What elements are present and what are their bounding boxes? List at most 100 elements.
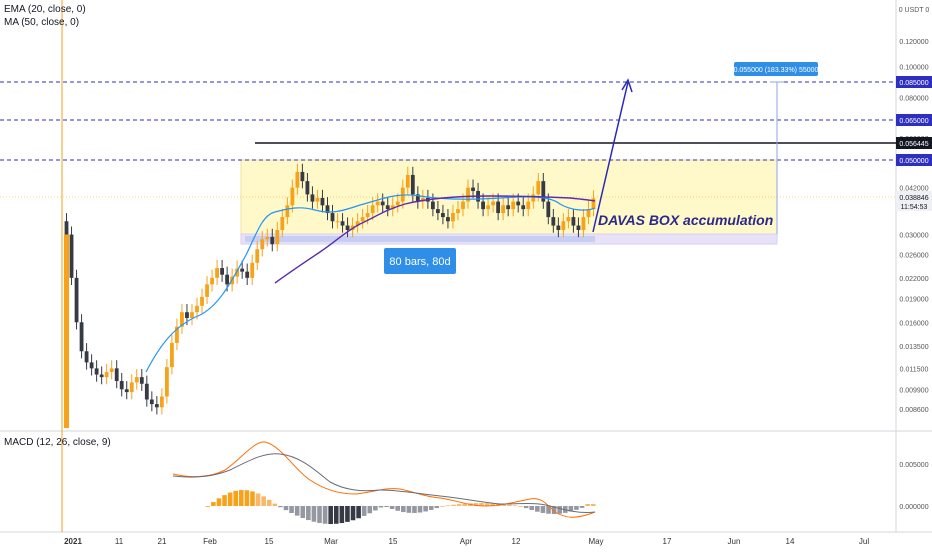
candle-body: [315, 197, 320, 202]
candle-body: [556, 225, 561, 230]
time-tick-label: 11: [115, 537, 124, 546]
candle-body: [571, 217, 576, 226]
price-tick-label: 0.026000: [899, 253, 928, 260]
price-tick-label: 0.080000: [899, 96, 928, 103]
macd-bar: [322, 506, 328, 524]
candle-body: [451, 213, 455, 222]
candle-body: [365, 213, 370, 218]
macd-line: [172, 441, 596, 518]
macd-bar: [205, 506, 211, 507]
macd-bar: [306, 506, 311, 521]
macd-bar: [423, 506, 428, 512]
candle-body: [506, 205, 511, 210]
time-tick-label: Apr: [460, 537, 473, 546]
candle-body: [74, 277, 79, 323]
price-tick-label: 0.120000: [899, 39, 928, 46]
candles: [64, 163, 596, 428]
candle-body: [134, 377, 139, 383]
candle-body: [235, 268, 240, 277]
candle-body: [270, 236, 275, 245]
candle-body: [486, 205, 491, 210]
macd-bar: [244, 490, 250, 506]
candle-body: [521, 205, 526, 210]
candle-body: [516, 201, 521, 206]
macd-bar: [283, 506, 289, 511]
candle-body: [375, 201, 380, 206]
macd-legend[interactable]: MACD (12, 26, close, 9): [4, 437, 111, 448]
duration-label: 80 bars, 80d: [389, 256, 450, 268]
candle-body: [250, 262, 255, 278]
candle-body: [275, 229, 280, 245]
box-label[interactable]: DAVAS BOX accumulation: [598, 212, 773, 228]
macd-bar: [300, 506, 306, 519]
candle-body: [195, 305, 199, 313]
macd-bar: [384, 506, 389, 508]
duration-label-bg[interactable]: [384, 248, 456, 274]
macd-bar: [222, 495, 227, 506]
macd-bar: [417, 506, 423, 513]
macd-bar: [294, 506, 300, 516]
candle-body: [360, 217, 365, 222]
macd-tick-label: 0.000000: [899, 504, 928, 511]
price-tick-label: 0.011500: [900, 366, 929, 373]
macd-bar: [507, 504, 512, 506]
candle-body: [355, 221, 360, 226]
macd-bar: [250, 491, 255, 506]
candle-body: [79, 322, 84, 352]
macd-bar: [239, 490, 244, 506]
candle-body: [260, 239, 265, 250]
candle-body: [144, 383, 149, 400]
macd-bar: [255, 493, 261, 506]
macd-bar: [462, 503, 468, 506]
candle-body: [220, 268, 225, 275]
price-axis-panel[interactable]: [896, 0, 932, 550]
macd-bar: [261, 496, 266, 506]
macd-bar: [289, 506, 294, 513]
macd-ticks: 0.005000 0.000000: [899, 462, 928, 511]
time-tick-label: Mar: [324, 537, 338, 546]
candle-body: [466, 187, 470, 202]
projection-arrow[interactable]: [592, 81, 629, 233]
macd-bar: [512, 505, 518, 507]
candle-body: [546, 201, 551, 218]
candle-body: [164, 367, 169, 397]
candle-body: [310, 194, 315, 202]
macd-bar: [501, 504, 507, 506]
projection-arrow-head: [621, 78, 633, 93]
candle-body: [175, 326, 179, 343]
macd-bar: [568, 506, 574, 512]
candle-body: [320, 197, 325, 206]
candle-body: [420, 197, 425, 202]
ma-legend[interactable]: MA (50, close, 0): [4, 17, 80, 28]
measure-label: 0.055000 (183.33%) 55000: [734, 67, 819, 74]
level-label-065: 0.065000: [899, 118, 928, 125]
macd-bar: [479, 503, 484, 506]
candle-body: [64, 221, 69, 235]
candle-body: [566, 217, 571, 222]
price-tick-label: 0.013500: [899, 344, 928, 351]
ema-legend[interactable]: EMA (20, close, 0): [4, 4, 86, 15]
candle-body: [390, 205, 395, 210]
macd-bar: [445, 505, 451, 507]
candle-body: [481, 201, 485, 210]
candle-body: [531, 194, 536, 202]
measure-label-bg[interactable]: [734, 62, 818, 76]
candle-body: [285, 205, 290, 218]
price-tick-label: 0.042000: [899, 186, 928, 193]
macd-bar: [412, 506, 417, 513]
macd-bar: [456, 504, 462, 506]
candle-body: [114, 368, 119, 382]
macd-bar: [590, 504, 596, 506]
macd-bar: [484, 503, 490, 506]
candle-body: [154, 404, 159, 408]
macd-bar: [523, 506, 529, 509]
candle-body: [586, 209, 591, 218]
candle-body: [345, 225, 350, 230]
candle-body: [501, 205, 506, 214]
macd-tick-label: 0.005000: [899, 462, 928, 469]
price-tick-label: 0.019000: [899, 296, 928, 303]
candle-body: [446, 217, 450, 222]
price-tick-label: 0.030000: [899, 233, 928, 240]
macd-bar: [378, 506, 384, 508]
